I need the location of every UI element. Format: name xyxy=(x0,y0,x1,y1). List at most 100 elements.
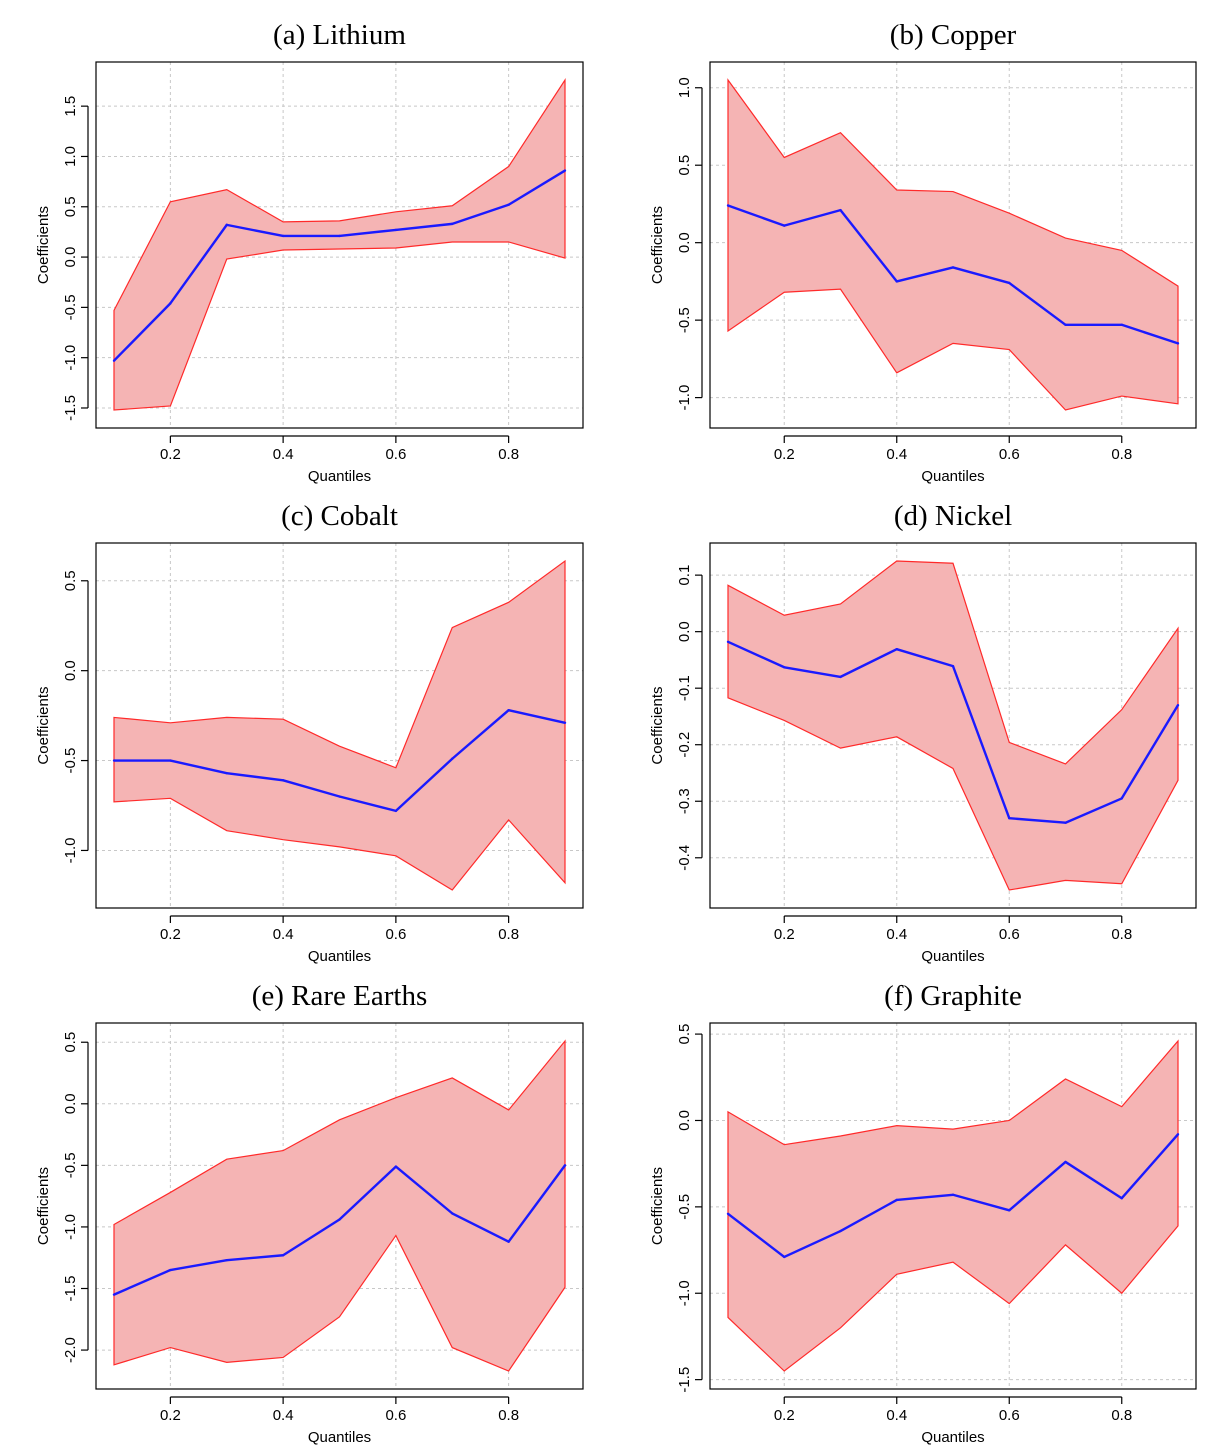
coefficient-point xyxy=(951,664,955,668)
y-tick-label: -0.4 xyxy=(676,845,693,871)
coefficient-point xyxy=(281,234,285,238)
coefficient-point xyxy=(783,666,786,669)
coefficient-point xyxy=(783,1255,786,1259)
coefficient-point xyxy=(1064,323,1067,326)
y-tick-label: 0.0 xyxy=(676,621,693,642)
panel-title: (d) Nickel xyxy=(894,500,1012,532)
panel-title: (c) Cobalt xyxy=(281,500,398,532)
coefficient-point xyxy=(112,359,116,362)
y-tick-label: -1.0 xyxy=(62,838,79,864)
coefficient-point xyxy=(1120,797,1123,800)
plot-frame xyxy=(709,1022,1197,1390)
x-tick-label: 0.2 xyxy=(774,926,795,943)
coefficient-point xyxy=(507,709,510,712)
chart-panel-3: (c) Cobalt 0.2 0.4 0.6 0.8 Quantiles -1.0 -0.5 0… xyxy=(35,500,584,965)
coefficient-point xyxy=(563,1164,567,1167)
x-tick-label: 0.6 xyxy=(385,926,406,943)
y-axis-label: Coefficients xyxy=(35,686,52,764)
coefficient-point xyxy=(563,169,567,172)
x-tick-label: 0.8 xyxy=(1111,446,1132,463)
plot-frame xyxy=(95,61,584,429)
y-tick-label: -0.3 xyxy=(676,788,693,814)
y-tick-label: 0.5 xyxy=(676,155,693,176)
coefficient-point xyxy=(895,1198,898,1202)
plot-frame xyxy=(709,61,1197,429)
y-tick-label: 0.0 xyxy=(676,1110,693,1131)
y-tick-label: 0.1 xyxy=(676,565,693,586)
x-tick-label: 0.8 xyxy=(1111,1407,1132,1424)
x-tick-label: 0.6 xyxy=(385,446,406,463)
y-tick-label: 0.5 xyxy=(62,1032,79,1053)
x-tick-label: 0.4 xyxy=(886,926,907,943)
y-tick-label: 0.0 xyxy=(62,247,79,268)
confidence-band xyxy=(727,560,1179,891)
coefficient-point xyxy=(112,1293,116,1296)
confidence-band xyxy=(727,78,1179,411)
y-tick-label: -1.0 xyxy=(676,1280,693,1306)
x-tick-label: 0.8 xyxy=(498,926,519,943)
coefficient-point xyxy=(1176,1133,1180,1136)
confidence-band xyxy=(727,1039,1179,1372)
confidence-band xyxy=(113,559,566,891)
chart-panel-6: (f) Graphite 0.2 0.4 0.6 0.8 Quantiles -1.5 -1.… xyxy=(649,980,1197,1446)
y-axis-label: Coefficients xyxy=(649,206,666,284)
coefficient-point xyxy=(169,759,172,762)
x-tick-label: 0.6 xyxy=(385,1407,406,1424)
y-tick-label: 0.0 xyxy=(62,660,79,681)
coefficient-point xyxy=(1008,281,1011,285)
coefficient-point xyxy=(1120,323,1123,326)
x-tick-label: 0.4 xyxy=(886,446,907,463)
y-tick-label: -1.0 xyxy=(62,345,79,371)
y-tick-label: 0.5 xyxy=(676,1024,693,1045)
coefficient-point xyxy=(507,203,510,206)
y-tick-label: -0.5 xyxy=(676,307,693,333)
coefficient-point xyxy=(951,266,955,269)
coefficient-point xyxy=(1120,1197,1123,1200)
y-tick-label: 0.0 xyxy=(676,232,693,253)
panel-title: (b) Copper xyxy=(890,19,1017,51)
x-tick-label: 0.2 xyxy=(774,446,795,463)
plot-frame xyxy=(95,1022,584,1390)
x-tick-label: 0.4 xyxy=(273,926,294,943)
y-tick-label: 0.5 xyxy=(62,570,79,591)
coefficient-point xyxy=(394,228,398,232)
y-tick-label: -0.5 xyxy=(62,748,79,774)
y-tick-label: -1.5 xyxy=(62,1276,79,1302)
x-tick-label: 0.2 xyxy=(160,926,181,943)
coefficient-point xyxy=(169,1268,172,1272)
coefficient-point xyxy=(338,234,341,238)
chart-panel-2: (b) Copper 0.2 0.4 0.6 0.8 Quantiles -1.0 -0.5 0… xyxy=(649,19,1197,485)
y-axis-label: Coefficients xyxy=(35,206,52,284)
y-tick-label: -1.0 xyxy=(62,1214,79,1240)
x-axis-label: Quantiles xyxy=(921,948,984,965)
coefficient-point xyxy=(1064,1160,1067,1164)
coefficient-point xyxy=(281,779,285,782)
x-axis-label: Quantiles xyxy=(921,468,984,485)
y-axis-label: Coefficients xyxy=(649,686,666,764)
y-axis-label: Coefficients xyxy=(35,1167,52,1245)
x-tick-label: 0.8 xyxy=(498,1407,519,1424)
y-tick-label: -0.5 xyxy=(676,1194,693,1220)
y-tick-label: 1.0 xyxy=(676,77,693,98)
y-tick-label: -0.5 xyxy=(62,1152,79,1178)
panel-title: (a) Lithium xyxy=(273,19,406,51)
y-tick-label: 0.0 xyxy=(62,1093,79,1114)
coefficient-point xyxy=(225,223,228,227)
coefficient-point xyxy=(783,224,786,227)
coefficient-point xyxy=(1008,817,1011,820)
coefficient-point xyxy=(1064,821,1067,824)
y-tick-label: -0.1 xyxy=(676,675,693,701)
y-tick-label: 1.5 xyxy=(62,96,79,117)
coefficient-point xyxy=(338,1218,341,1221)
x-tick-label: 0.8 xyxy=(1111,926,1132,943)
coefficient-point xyxy=(726,204,730,207)
y-tick-label: -2.0 xyxy=(62,1337,79,1363)
coefficient-point xyxy=(451,1212,454,1215)
x-tick-label: 0.4 xyxy=(273,446,294,463)
x-axis-label: Quantiles xyxy=(921,1429,984,1446)
coefficient-point xyxy=(112,759,116,762)
y-tick-label: -1.0 xyxy=(676,385,693,411)
y-tick-label: -1.5 xyxy=(62,395,79,421)
x-tick-label: 0.6 xyxy=(999,926,1020,943)
coefficient-point xyxy=(895,280,898,283)
